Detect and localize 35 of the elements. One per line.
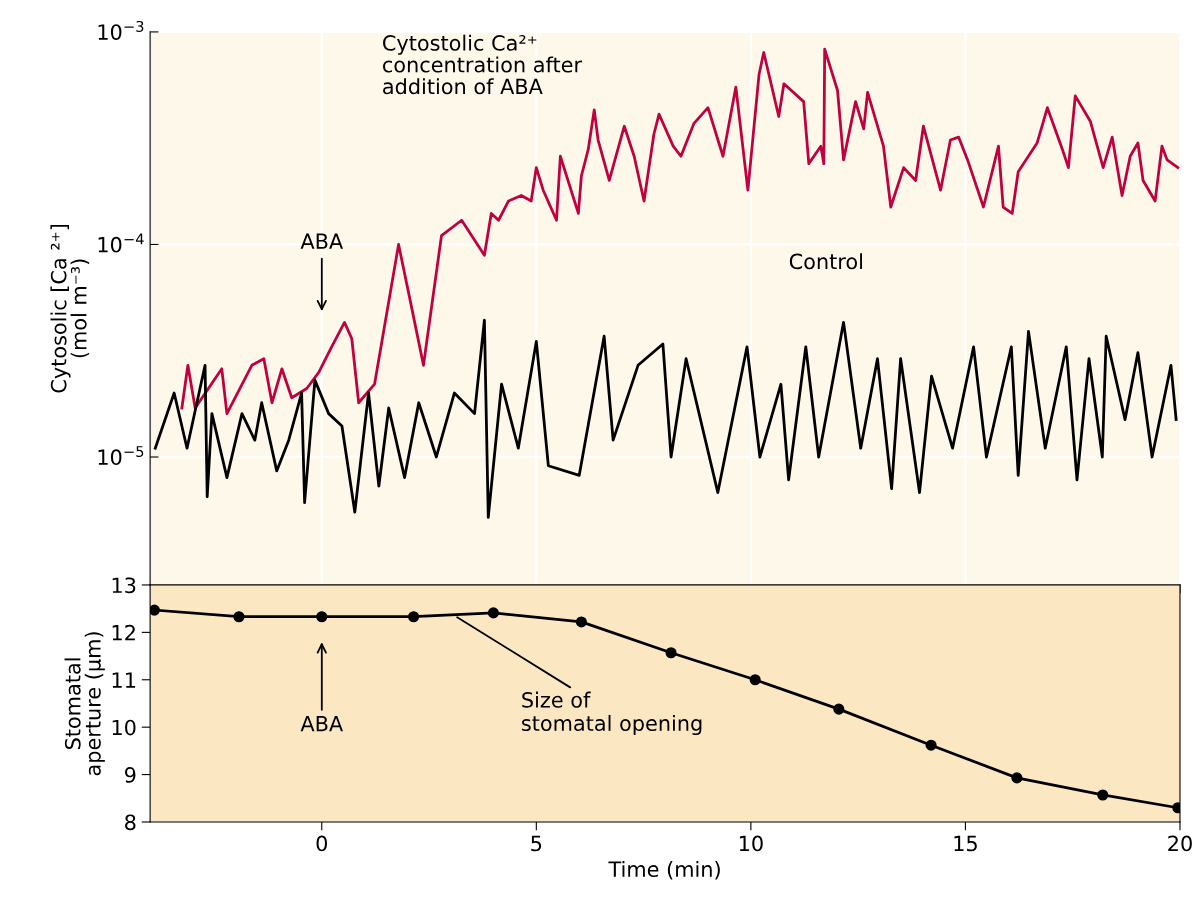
y-axis-title: Stomatal aperture (µm) bbox=[64, 632, 105, 776]
x-tick-label: 10 bbox=[739, 835, 763, 852]
x-tick-label: 5 bbox=[531, 835, 542, 852]
text: Control bbox=[789, 253, 862, 270]
point bbox=[233, 611, 245, 623]
point bbox=[833, 703, 845, 715]
y-axis-title: Cytosolic [Ca ²⁺] (mol m⁻³) bbox=[50, 224, 90, 393]
point bbox=[1097, 789, 1109, 801]
line-series bbox=[153, 318, 1178, 519]
x-axis-title: Time (min) bbox=[608, 860, 720, 880]
y-tick-label: 11 bbox=[112, 672, 136, 688]
y-tick-label: 13 bbox=[112, 577, 136, 594]
y-tick-label: 10$^{−4}$ bbox=[98, 233, 144, 253]
y-tick-label: 10$^{−5}$ bbox=[98, 446, 144, 466]
point bbox=[749, 674, 761, 686]
y-tick-label: 8 bbox=[125, 814, 136, 831]
point bbox=[150, 604, 160, 616]
annotation: ABA bbox=[300, 715, 344, 732]
point bbox=[316, 611, 328, 623]
point bbox=[575, 616, 587, 628]
annotation: ABA bbox=[300, 233, 344, 249]
y-tick-label: 9 bbox=[124, 767, 136, 783]
x-tick-label: 20 bbox=[1168, 835, 1192, 852]
y-tick-label: 12 bbox=[112, 624, 135, 641]
point bbox=[1011, 772, 1023, 784]
x-tick-label: 0 bbox=[316, 835, 328, 852]
point bbox=[487, 607, 499, 619]
point bbox=[665, 647, 677, 659]
point bbox=[925, 739, 937, 751]
x-tick-label: 15 bbox=[954, 835, 977, 852]
y-tick-label: 10$^{−3}$ bbox=[98, 20, 144, 40]
annotation: Size of stomatal opening bbox=[522, 691, 702, 736]
point bbox=[408, 611, 420, 623]
series-label: Cytostolic Ca²⁺ concentration after addition of ABA bbox=[382, 34, 583, 95]
y-tick-label: 10 bbox=[112, 719, 136, 736]
